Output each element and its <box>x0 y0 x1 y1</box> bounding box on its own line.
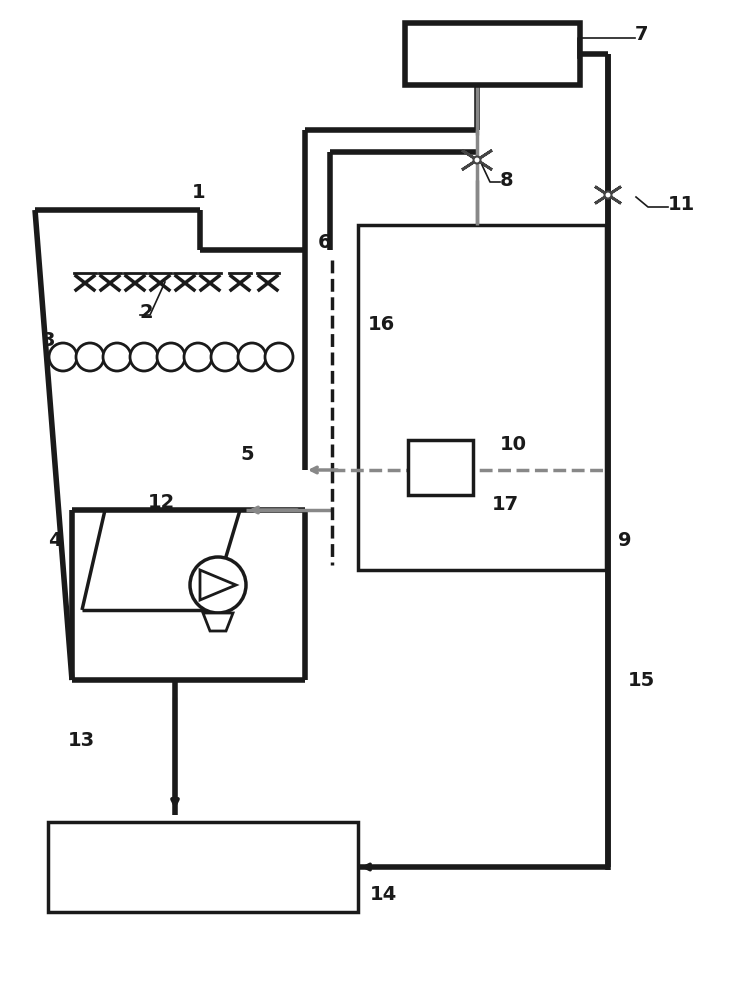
Bar <box>405 23 580 85</box>
Text: 13: 13 <box>68 730 95 750</box>
Text: 15: 15 <box>628 670 655 690</box>
Text: 8: 8 <box>500 170 514 190</box>
Polygon shape <box>462 150 492 170</box>
Text: 14: 14 <box>370 886 397 904</box>
Polygon shape <box>595 187 621 203</box>
Circle shape <box>604 192 612 198</box>
Text: 3: 3 <box>42 330 55 350</box>
Text: 1: 1 <box>192 182 206 202</box>
Text: 17: 17 <box>492 495 519 514</box>
Circle shape <box>103 343 131 371</box>
Text: 11: 11 <box>668 196 695 215</box>
Text: 12: 12 <box>148 492 175 512</box>
Text: 2: 2 <box>140 302 154 322</box>
Circle shape <box>130 343 158 371</box>
Circle shape <box>265 343 293 371</box>
Circle shape <box>184 343 212 371</box>
Text: 16: 16 <box>368 316 395 334</box>
Circle shape <box>49 343 77 371</box>
Polygon shape <box>203 613 233 631</box>
Circle shape <box>157 343 185 371</box>
Bar <box>408 440 473 495</box>
Polygon shape <box>462 150 492 170</box>
Circle shape <box>238 343 266 371</box>
Text: 7: 7 <box>635 24 649 43</box>
Text: 10: 10 <box>500 436 527 454</box>
Bar <box>48 822 358 912</box>
Bar <box>358 225 606 570</box>
Circle shape <box>474 156 480 163</box>
Polygon shape <box>200 570 236 600</box>
Text: 4: 4 <box>48 530 62 550</box>
Polygon shape <box>595 187 621 203</box>
Circle shape <box>211 343 239 371</box>
Text: 9: 9 <box>618 530 631 550</box>
Text: 5: 5 <box>240 446 254 464</box>
Text: 6: 6 <box>318 232 332 251</box>
Circle shape <box>76 343 104 371</box>
Circle shape <box>190 557 246 613</box>
